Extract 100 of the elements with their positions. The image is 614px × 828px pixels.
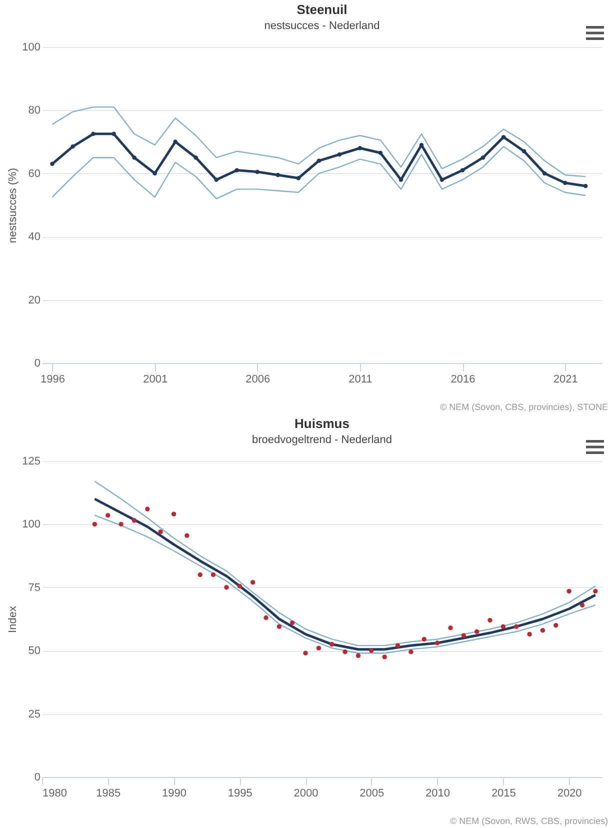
point <box>106 513 110 518</box>
point <box>330 642 334 647</box>
point <box>92 522 98 527</box>
x-tick-label: 2021 <box>553 374 578 386</box>
point <box>173 140 178 144</box>
point <box>342 650 348 654</box>
point <box>580 602 585 608</box>
x-tick-label: 1980 <box>42 788 67 800</box>
point <box>554 622 558 628</box>
point <box>566 588 572 594</box>
point <box>118 522 124 527</box>
point <box>276 624 282 629</box>
point <box>152 171 157 176</box>
text: © NEM (Sovon, CBS, provincies), STONE <box>440 402 608 412</box>
x-tick-label: 2015 <box>491 788 516 800</box>
point <box>542 171 547 176</box>
y-tick-label: 80 <box>28 104 40 117</box>
point <box>264 615 268 620</box>
point <box>562 180 568 185</box>
point <box>337 152 342 157</box>
point <box>276 172 280 178</box>
y-tick-label: 40 <box>28 231 40 244</box>
point <box>214 178 218 182</box>
point <box>237 584 242 588</box>
point <box>303 650 308 656</box>
point <box>316 158 322 163</box>
x-tick-label: 2010 <box>426 788 450 800</box>
point <box>250 580 256 585</box>
point <box>171 512 176 516</box>
x-tick-label: 2006 <box>246 374 270 386</box>
x-tick-label: 1990 <box>162 788 187 800</box>
point <box>145 506 150 512</box>
point <box>369 648 374 653</box>
y-tick-label: 25 <box>28 708 40 720</box>
point <box>70 144 75 149</box>
x-tick-label: 2011 <box>348 374 372 386</box>
point <box>234 168 239 172</box>
x-tick-label: 1995 <box>228 788 252 800</box>
point <box>224 585 229 590</box>
point <box>132 518 137 523</box>
point <box>527 632 532 637</box>
x-tick-label: 2000 <box>294 788 318 800</box>
x-tick-label: 2020 <box>557 788 582 800</box>
y-axis-title: Index <box>7 606 20 633</box>
point <box>296 176 301 180</box>
chart-title: Steenuil <box>296 2 348 17</box>
y-tick-label: 100 <box>22 42 40 54</box>
y-tick-label: 75 <box>28 582 40 594</box>
point <box>210 572 216 578</box>
point <box>132 155 136 160</box>
point <box>474 629 480 634</box>
x-tick-label: 1996 <box>40 374 65 386</box>
chart-title: Huismus <box>294 416 350 431</box>
y-tick-label: 125 <box>22 456 40 468</box>
chart-subtitle: broedvogeltrend - Nederland <box>252 434 392 446</box>
point <box>501 134 506 140</box>
point <box>50 162 54 166</box>
y-tick-label: 20 <box>28 294 40 306</box>
point <box>316 646 322 650</box>
point <box>522 149 526 154</box>
point <box>184 533 190 538</box>
x-tick-label: 2016 <box>450 374 476 386</box>
point <box>91 132 96 136</box>
point <box>434 640 440 646</box>
point <box>422 636 426 642</box>
point <box>448 626 453 630</box>
point <box>382 654 387 660</box>
point <box>540 628 546 633</box>
point <box>378 150 383 155</box>
point <box>356 653 361 658</box>
line-series <box>52 106 586 178</box>
x-tick-label: 2001 <box>143 374 168 386</box>
point <box>158 529 163 534</box>
text: © NEM (Sovon, RWS, CBS, provincies) <box>450 816 608 826</box>
point <box>408 650 414 654</box>
x-tick-label: 2005 <box>360 788 384 800</box>
point <box>593 588 598 594</box>
point <box>583 184 588 188</box>
point <box>358 146 362 150</box>
point <box>480 155 486 160</box>
y-tick-label: 60 <box>28 168 40 180</box>
x-tick-label: 1985 <box>96 788 121 800</box>
point <box>112 132 116 136</box>
chart-subtitle: nestsucces - Nederland <box>264 20 380 32</box>
point <box>514 624 519 629</box>
point <box>461 633 466 638</box>
point <box>194 155 198 160</box>
y-tick-label: 0 <box>34 772 40 784</box>
point <box>500 624 506 629</box>
point <box>460 168 465 172</box>
point <box>395 643 400 648</box>
y-tick-label: 50 <box>28 645 40 658</box>
point <box>255 170 260 174</box>
point <box>440 178 444 182</box>
point <box>198 572 202 578</box>
y-tick-label: 0 <box>34 358 40 370</box>
point <box>488 618 492 623</box>
line-series <box>52 146 586 200</box>
point <box>290 620 295 626</box>
y-tick-label: 100 <box>22 518 40 531</box>
